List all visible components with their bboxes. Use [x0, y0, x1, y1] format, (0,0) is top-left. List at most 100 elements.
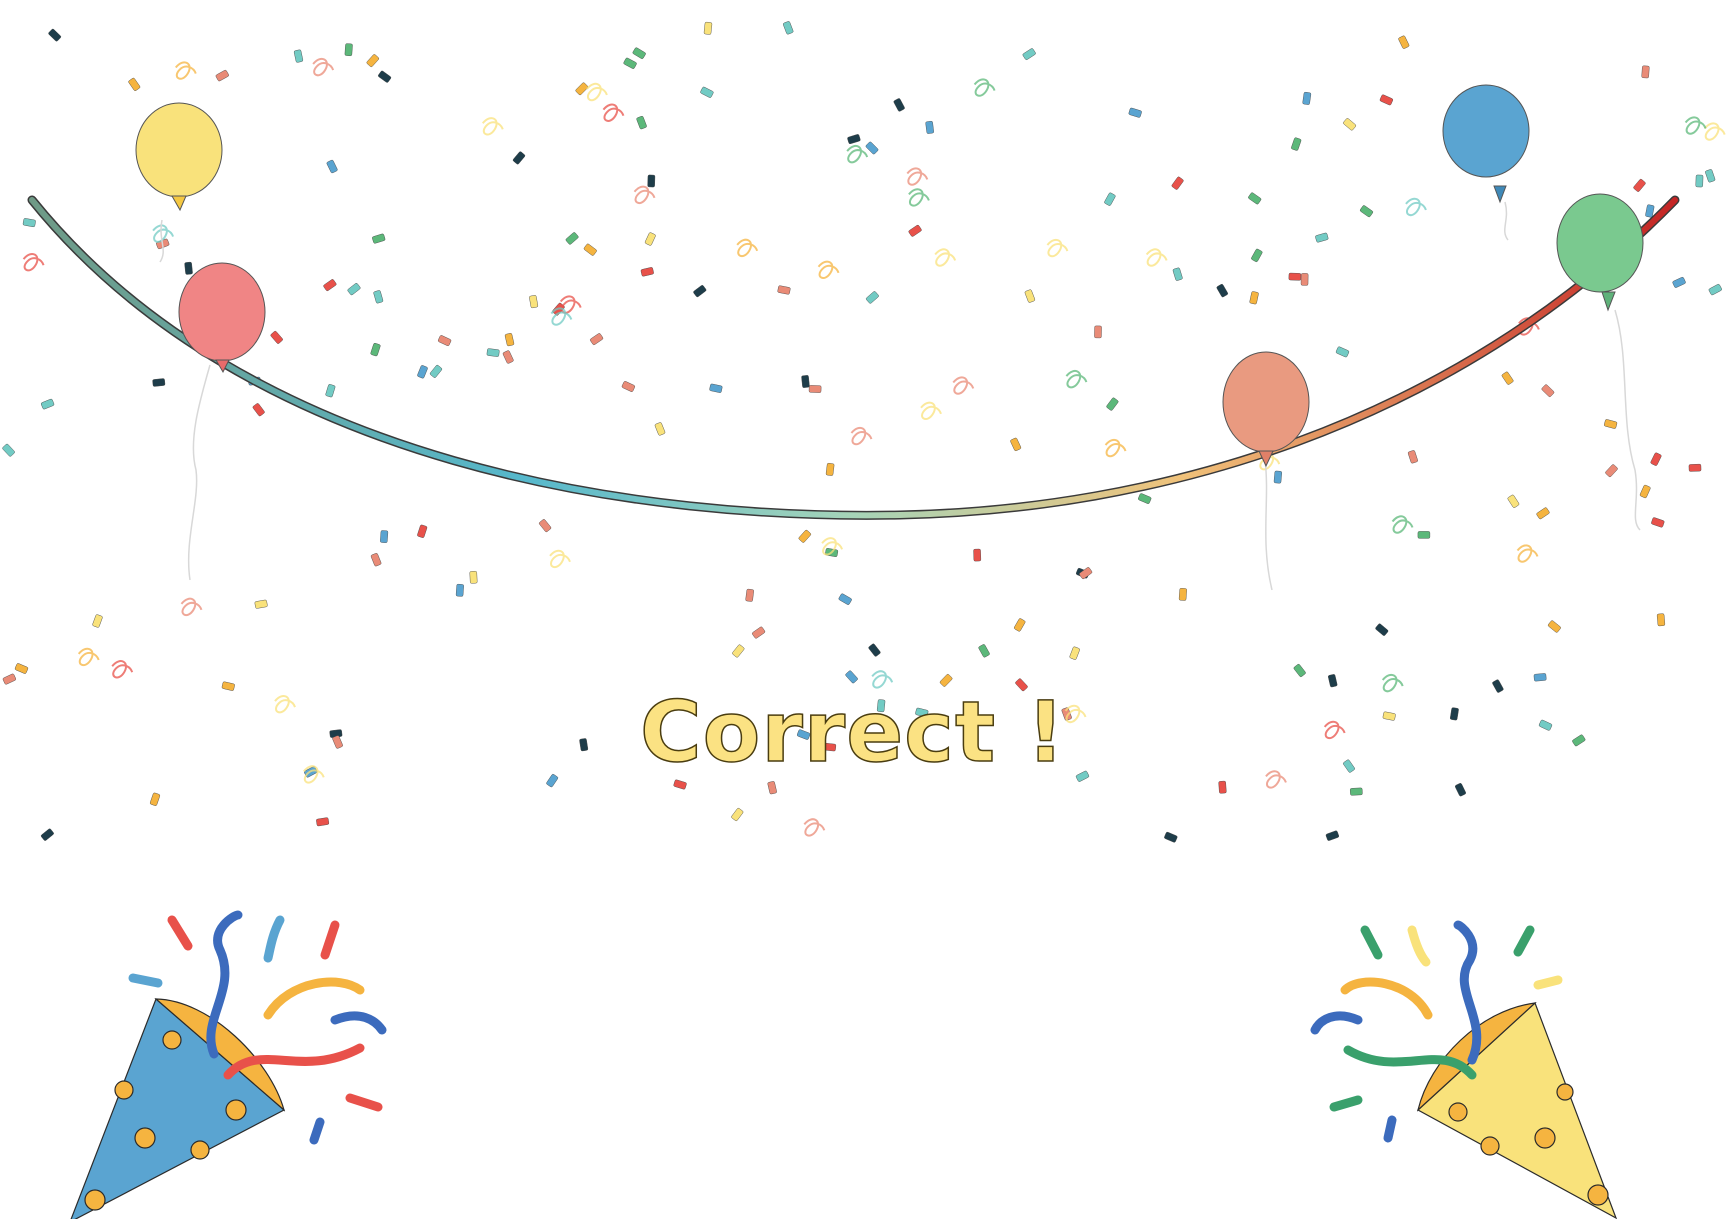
confetti-piece [565, 232, 579, 245]
confetti-piece [1650, 452, 1662, 466]
confetti-swirl [850, 426, 873, 446]
confetti-piece [1350, 787, 1363, 796]
confetti-swirl [274, 695, 296, 714]
confetti-piece [469, 571, 478, 584]
confetti-piece [700, 86, 714, 98]
balloon-red [178, 262, 266, 374]
confetti-swirl [906, 167, 929, 186]
confetti-piece [1492, 679, 1504, 693]
confetti-piece [347, 283, 361, 296]
confetti-piece [252, 403, 265, 417]
confetti-piece [654, 422, 666, 436]
party-popper-left-icon [70, 910, 387, 1219]
confetti-piece [184, 261, 193, 275]
confetti-piece [1639, 484, 1651, 499]
confetti-piece [583, 243, 597, 256]
confetti-swirl [821, 537, 844, 556]
confetti-swirl [952, 376, 975, 395]
confetti-piece [621, 381, 636, 392]
confetti-swirl [1145, 248, 1168, 267]
confetti-swirl [550, 307, 573, 326]
confetti-piece [865, 141, 879, 155]
confetti-piece [366, 54, 379, 67]
confetti-piece [1688, 463, 1702, 472]
balloon-strings [159, 201, 1641, 591]
confetti-piece [437, 335, 452, 347]
confetti-piece [417, 365, 428, 379]
confetti-piece [783, 21, 794, 35]
confetti-piece [512, 151, 526, 165]
confetti-swirl [302, 765, 325, 784]
confetti-piece [673, 779, 687, 790]
confetti-piece [1164, 831, 1178, 843]
confetti-piece [1248, 192, 1262, 205]
party-popper-right-icon [1310, 920, 1618, 1219]
confetti-piece [825, 462, 835, 476]
confetti-piece [270, 330, 283, 344]
confetti-piece [370, 343, 381, 357]
confetti-piece [1172, 267, 1183, 281]
confetti-swirl [1516, 544, 1539, 563]
confetti-piece [1343, 759, 1355, 773]
confetti-piece [1178, 588, 1187, 601]
confetti-piece [1672, 276, 1686, 288]
confetti-piece [1300, 273, 1309, 286]
confetti-swirl [817, 260, 840, 279]
confetti-piece [1273, 470, 1282, 484]
confetti-swirl [871, 670, 894, 689]
confetti-piece [1104, 192, 1116, 206]
confetti-piece [1094, 325, 1102, 339]
confetti-piece [908, 224, 922, 237]
confetti-piece [1128, 107, 1142, 118]
confetti-piece [1343, 118, 1357, 131]
confetti-piece [693, 285, 707, 298]
confetti-piece [372, 233, 386, 244]
confetti-piece [1651, 517, 1665, 528]
confetti-swirl [633, 185, 656, 205]
confetti-swirl [1684, 116, 1707, 135]
confetti-piece [316, 817, 330, 827]
confetti-piece [1656, 613, 1666, 627]
confetti-piece [1450, 707, 1459, 721]
confetti-piece [709, 383, 723, 393]
confetti-piece [1359, 205, 1374, 218]
confetti-piece [323, 279, 337, 292]
confetti-piece [370, 553, 382, 567]
confetti-swirl [312, 57, 335, 77]
confetti-piece [1533, 673, 1547, 682]
confetti-swirl [586, 82, 608, 102]
confetti-piece [876, 699, 886, 713]
confetti-swirl [22, 253, 45, 272]
confetti-piece [221, 681, 235, 691]
confetti-piece [373, 290, 384, 304]
confetti-piece [504, 333, 515, 347]
confetti-piece [1645, 204, 1655, 218]
confetti-piece [332, 735, 343, 749]
confetti-piece [732, 644, 745, 658]
confetti-piece [22, 218, 36, 228]
confetti-swirl [174, 61, 197, 80]
confetti-piece [149, 792, 161, 806]
confetti-piece [1538, 719, 1553, 731]
confetti-piece [939, 674, 953, 687]
confetti-swirl [77, 647, 100, 667]
confetti-piece [925, 120, 934, 134]
confetti-piece [40, 398, 55, 410]
confetti-piece [1641, 65, 1650, 79]
confetti-swirl [846, 144, 869, 164]
confetti-piece [798, 529, 811, 543]
confetti-piece [14, 663, 29, 674]
confetti-piece [1249, 291, 1259, 305]
confetti-piece [380, 530, 389, 543]
confetti-piece [2, 443, 15, 457]
confetti-piece [1022, 48, 1036, 60]
confetti-piece [1407, 450, 1418, 464]
confetti-piece [1633, 178, 1646, 192]
confetti-piece [847, 134, 861, 145]
confetti-piece [767, 781, 777, 795]
confetti-piece [92, 614, 103, 628]
confetti-piece [1382, 711, 1396, 721]
confetti-piece [152, 378, 166, 387]
confetti-piece [1015, 678, 1028, 692]
confetti-piece [731, 808, 744, 821]
